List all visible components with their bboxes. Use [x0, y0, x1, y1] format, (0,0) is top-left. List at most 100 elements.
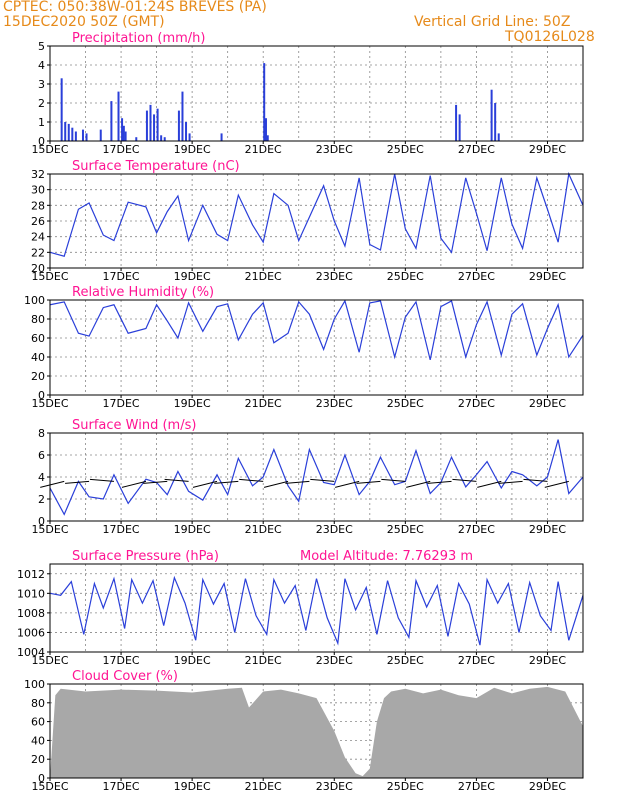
x-tick-label: 15DEC: [31, 654, 68, 667]
wind-vector-arrow: [263, 480, 289, 488]
x-tick-label: 23DEC: [316, 143, 353, 156]
y-tick-label: 2: [38, 493, 45, 506]
x-tick-label: 27DEC: [458, 143, 495, 156]
x-tick-label: 25DEC: [387, 270, 424, 283]
precip-bar: [124, 131, 127, 141]
y-tick-label: 20: [31, 370, 45, 383]
x-tick-label: 15DEC: [31, 397, 68, 410]
humidity-series-line: [49, 299, 584, 360]
x-tick-label: 29DEC: [529, 523, 566, 536]
x-tick-label: 19DEC: [174, 397, 211, 410]
precip-bar: [145, 110, 148, 141]
x-tick-label: 21DEC: [245, 143, 282, 156]
wind-vector-arrow: [164, 478, 189, 482]
y-tick-label: 0: [38, 772, 45, 785]
y-tick-label: 28: [31, 199, 45, 212]
precip-bar: [263, 63, 266, 141]
humidity-panel: 0 20 40 60 80 100 15DEC 17DEC 19DEC 21DEC 23DEC 25D…: [24, 285, 584, 410]
x-tick-label: 19DEC: [174, 270, 211, 283]
x-tick-label: 21DEC: [245, 654, 282, 667]
x-tick-label: 19DEC: [174, 143, 211, 156]
wind-vector-arrow: [121, 480, 147, 488]
x-tick-label: 17DEC: [103, 780, 140, 793]
x-tick-label: 17DEC: [103, 654, 140, 667]
cloud-cover-panel: 0 20 40 60 80 100 15DEC 17DEC 19DEC 21DEC 23DEC 25D…: [24, 669, 584, 793]
x-tick-label: 17DEC: [103, 397, 140, 410]
precip-bar: [266, 135, 269, 141]
x-tick-label: 29DEC: [529, 397, 566, 410]
cloud-cover-frame: [49, 683, 584, 779]
y-tick-label: 6: [38, 449, 45, 462]
x-tick-label: 29DEC: [529, 654, 566, 667]
precipitation-frame: [49, 45, 584, 142]
grid-line-note: Vertical Grid Line: 50Z: [414, 14, 571, 30]
y-tick-label: 80: [31, 697, 45, 710]
x-tick-label: 19DEC: [174, 523, 211, 536]
precip-bar: [177, 110, 180, 141]
precip-bar: [455, 104, 458, 141]
y-tick-label: 1010: [17, 587, 45, 600]
y-tick-label: 1012: [17, 568, 45, 581]
wind-vector-arrow: [406, 480, 431, 488]
wind-vector-arrow: [477, 480, 502, 488]
x-tick-label: 21DEC: [245, 397, 282, 410]
y-tick-label: 4: [38, 471, 45, 484]
wind-vector-arrow: [310, 478, 335, 482]
x-tick-label: 23DEC: [316, 523, 353, 536]
x-tick-label: 15DEC: [31, 523, 68, 536]
pressure-panel: 1004 1006 1008 1010 1012 15DEC 17DEC 19DEC 21DEC…: [17, 549, 584, 667]
temperature-panel: 20 22 24 26 28 30 32 15DEC 17DEC 19DEC 21DEC 23DEC 2…: [31, 159, 584, 283]
x-tick-label: 23DEC: [316, 270, 353, 283]
wind-title: Surface Wind (m/s): [72, 418, 196, 433]
y-tick-label: 80: [31, 313, 45, 326]
x-tick-label: 17DEC: [103, 143, 140, 156]
y-tick-label: 32: [31, 168, 45, 181]
y-tick-label: 26: [31, 215, 45, 228]
humidity-frame: [49, 299, 584, 396]
wind-vector-arrow: [335, 480, 360, 488]
precip-bar: [99, 129, 102, 141]
wind-vector-arrow: [143, 480, 168, 484]
precip-bar: [74, 131, 77, 141]
precipitation-title: Precipitation (mm/h): [72, 31, 205, 46]
x-tick-label: 23DEC: [316, 780, 353, 793]
cloud-cover-title: Cloud Cover (%): [72, 669, 178, 684]
precip-bar: [121, 118, 124, 141]
wind-vector-arrow: [239, 478, 264, 482]
precip-bar: [497, 133, 500, 141]
x-tick-label: 15DEC: [31, 270, 68, 283]
precip-bar: [71, 127, 74, 141]
wind-vector-arrow: [452, 478, 477, 482]
pressure-series-line: [49, 575, 584, 646]
precip-bar: [188, 133, 191, 141]
model-code: TQ0126L028: [505, 29, 595, 45]
x-tick-label: 25DEC: [387, 523, 424, 536]
precip-bar: [264, 118, 267, 141]
wind-vector-arrow: [89, 478, 115, 482]
precip-bar: [156, 108, 159, 141]
x-tick-label: 27DEC: [458, 270, 495, 283]
precip-bar: [110, 101, 113, 141]
wind-vector-arrow: [523, 478, 548, 482]
precip-bar: [490, 89, 493, 141]
x-tick-label: 25DEC: [387, 780, 424, 793]
humidity-title: Relative Humidity (%): [72, 285, 214, 300]
x-tick-label: 29DEC: [529, 270, 566, 283]
temperature-series-line: [49, 171, 584, 257]
x-tick-label: 19DEC: [174, 780, 211, 793]
precip-bar: [153, 114, 156, 141]
station-header: CPTEC: 050:38W-01:24S BREVES (PA): [3, 0, 267, 15]
x-tick-label: 21DEC: [245, 780, 282, 793]
x-tick-label: 29DEC: [529, 780, 566, 793]
y-tick-label: 1: [38, 116, 45, 129]
x-tick-label: 27DEC: [458, 397, 495, 410]
y-tick-label: 1004: [17, 646, 45, 659]
y-tick-label: 2: [38, 97, 45, 110]
y-tick-label: 4: [38, 59, 45, 72]
wind-vector-arrow: [544, 480, 569, 488]
precip-bar: [458, 114, 461, 141]
x-tick-label: 27DEC: [458, 523, 495, 536]
y-tick-label: 20: [31, 262, 45, 275]
x-tick-label: 27DEC: [458, 654, 495, 667]
